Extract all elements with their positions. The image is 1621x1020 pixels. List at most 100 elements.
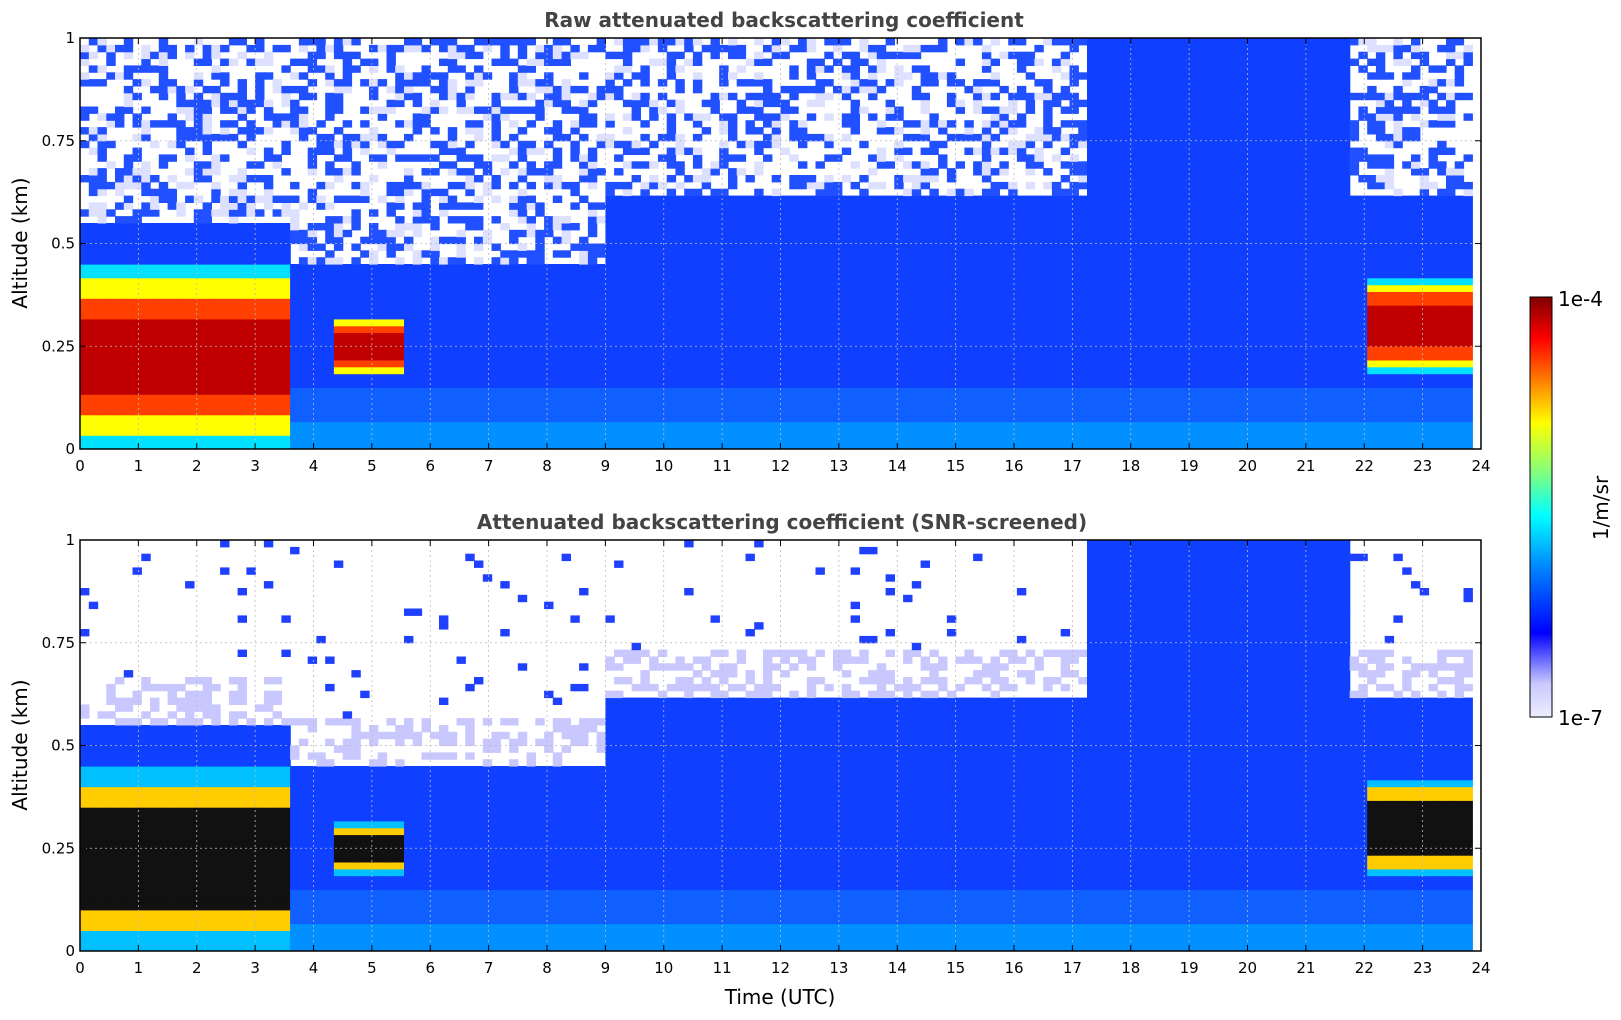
heatmap-cell: [474, 38, 484, 46]
heatmap-cell: [325, 277, 335, 286]
heatmap-cell: [255, 38, 265, 46]
heatmap-cell: [158, 229, 169, 238]
heatmap-cell: [973, 79, 983, 87]
heatmap-cell: [369, 312, 379, 320]
heatmap-cell: [999, 216, 1009, 224]
heatmap-cell: [684, 346, 694, 354]
heatmap-cell: [202, 120, 212, 128]
heatmap-cell: [763, 332, 773, 340]
heatmap-cell: [412, 407, 423, 416]
heatmap-cell: [570, 85, 580, 94]
heatmap-cell: [990, 380, 1000, 388]
heatmap-cell: [605, 318, 615, 327]
heatmap-cell: [202, 407, 212, 416]
heatmap-cell: [404, 339, 414, 347]
heatmap-cell: [386, 435, 396, 443]
heatmap-cell: [824, 407, 834, 416]
heatmap-cell: [833, 223, 843, 231]
heatmap-cell: [938, 291, 948, 299]
heatmap-cell: [526, 106, 536, 114]
heatmap-cell: [220, 72, 230, 80]
heatmap-cell: [150, 257, 160, 265]
heatmap-cell: [1016, 202, 1027, 210]
heatmap-cell: [535, 243, 545, 251]
heatmap-cell: [307, 257, 318, 265]
heatmap-cell: [132, 346, 142, 354]
heatmap-cell: [342, 305, 353, 313]
heatmap-cell: [526, 291, 536, 299]
heatmap-cell: [614, 291, 624, 299]
heatmap-cell: [780, 442, 790, 450]
heatmap-cell: [999, 284, 1009, 292]
heatmap-cell: [657, 305, 668, 313]
heatmap-cell: [605, 85, 615, 94]
heatmap-cell: [298, 373, 309, 381]
heatmap-cell: [412, 127, 423, 135]
heatmap-cell: [876, 85, 887, 94]
heatmap-cell: [710, 421, 720, 429]
heatmap-cell: [719, 373, 729, 381]
heatmap-cell: [272, 318, 282, 327]
heatmap-cell: [929, 366, 939, 375]
heatmap-cell: [439, 346, 449, 354]
heatmap-cell: [684, 332, 694, 340]
heatmap-cell: [894, 65, 904, 73]
heatmap-cell: [710, 202, 720, 210]
heatmap-cell: [981, 120, 992, 128]
heatmap-cell: [754, 229, 764, 238]
heatmap-cell: [246, 264, 256, 272]
heatmap-cell: [447, 442, 458, 450]
heatmap-cell: [885, 428, 895, 436]
heatmap-cell: [465, 216, 475, 224]
heatmap-cell: [754, 58, 764, 66]
heatmap-cell: [631, 147, 641, 155]
heatmap-cell: [999, 250, 1009, 258]
heatmap-cell: [185, 353, 195, 361]
heatmap-cell: [657, 373, 668, 381]
heatmap-cell: [298, 72, 309, 80]
heatmap-cell: [474, 442, 484, 450]
heatmap-cell: [710, 332, 720, 340]
heatmap-cell: [237, 140, 247, 149]
heatmap-cell: [465, 325, 475, 334]
heatmap-cell: [88, 312, 99, 320]
heatmap-cell: [728, 442, 738, 450]
heatmap-cell: [771, 353, 782, 361]
heatmap-cell: [544, 339, 554, 347]
heatmap-cell: [876, 243, 887, 251]
heatmap-cell: [360, 106, 370, 114]
heatmap-cell: [911, 312, 922, 320]
heatmap-cell: [614, 442, 624, 450]
heatmap-cell: [719, 161, 729, 169]
heatmap-cell: [684, 366, 694, 375]
heatmap-cell: [999, 318, 1009, 327]
heatmap-cell: [526, 401, 536, 409]
heatmap-cell: [622, 332, 633, 340]
heatmap-cell: [955, 236, 965, 245]
heatmap-cell: [228, 428, 239, 436]
heatmap-cell: [386, 442, 396, 450]
heatmap-cell: [202, 264, 212, 272]
heatmap-cell: [920, 401, 930, 409]
heatmap-cell: [771, 236, 782, 245]
heatmap-cell: [474, 366, 484, 375]
heatmap-cell: [587, 175, 598, 183]
heatmap-cell: [404, 414, 414, 423]
heatmap-cell: [587, 312, 598, 320]
heatmap-cell: [789, 195, 799, 203]
heatmap-cell: [255, 346, 265, 354]
heatmap-cell: [517, 305, 528, 313]
heatmap-cell: [903, 394, 913, 402]
heatmap-cell: [202, 216, 212, 224]
heatmap-cell: [763, 401, 773, 409]
heatmap-cell: [421, 373, 431, 381]
heatmap-cell: [255, 284, 265, 292]
heatmap-cell: [325, 318, 335, 327]
heatmap-cell: [903, 407, 913, 416]
heatmap-cell: [833, 387, 843, 395]
heatmap-cell: [833, 209, 843, 217]
heatmap-cell: [167, 298, 177, 306]
heatmap-cell: [1008, 373, 1018, 381]
heatmap-cell: [911, 250, 922, 258]
heatmap-cell: [482, 270, 493, 279]
